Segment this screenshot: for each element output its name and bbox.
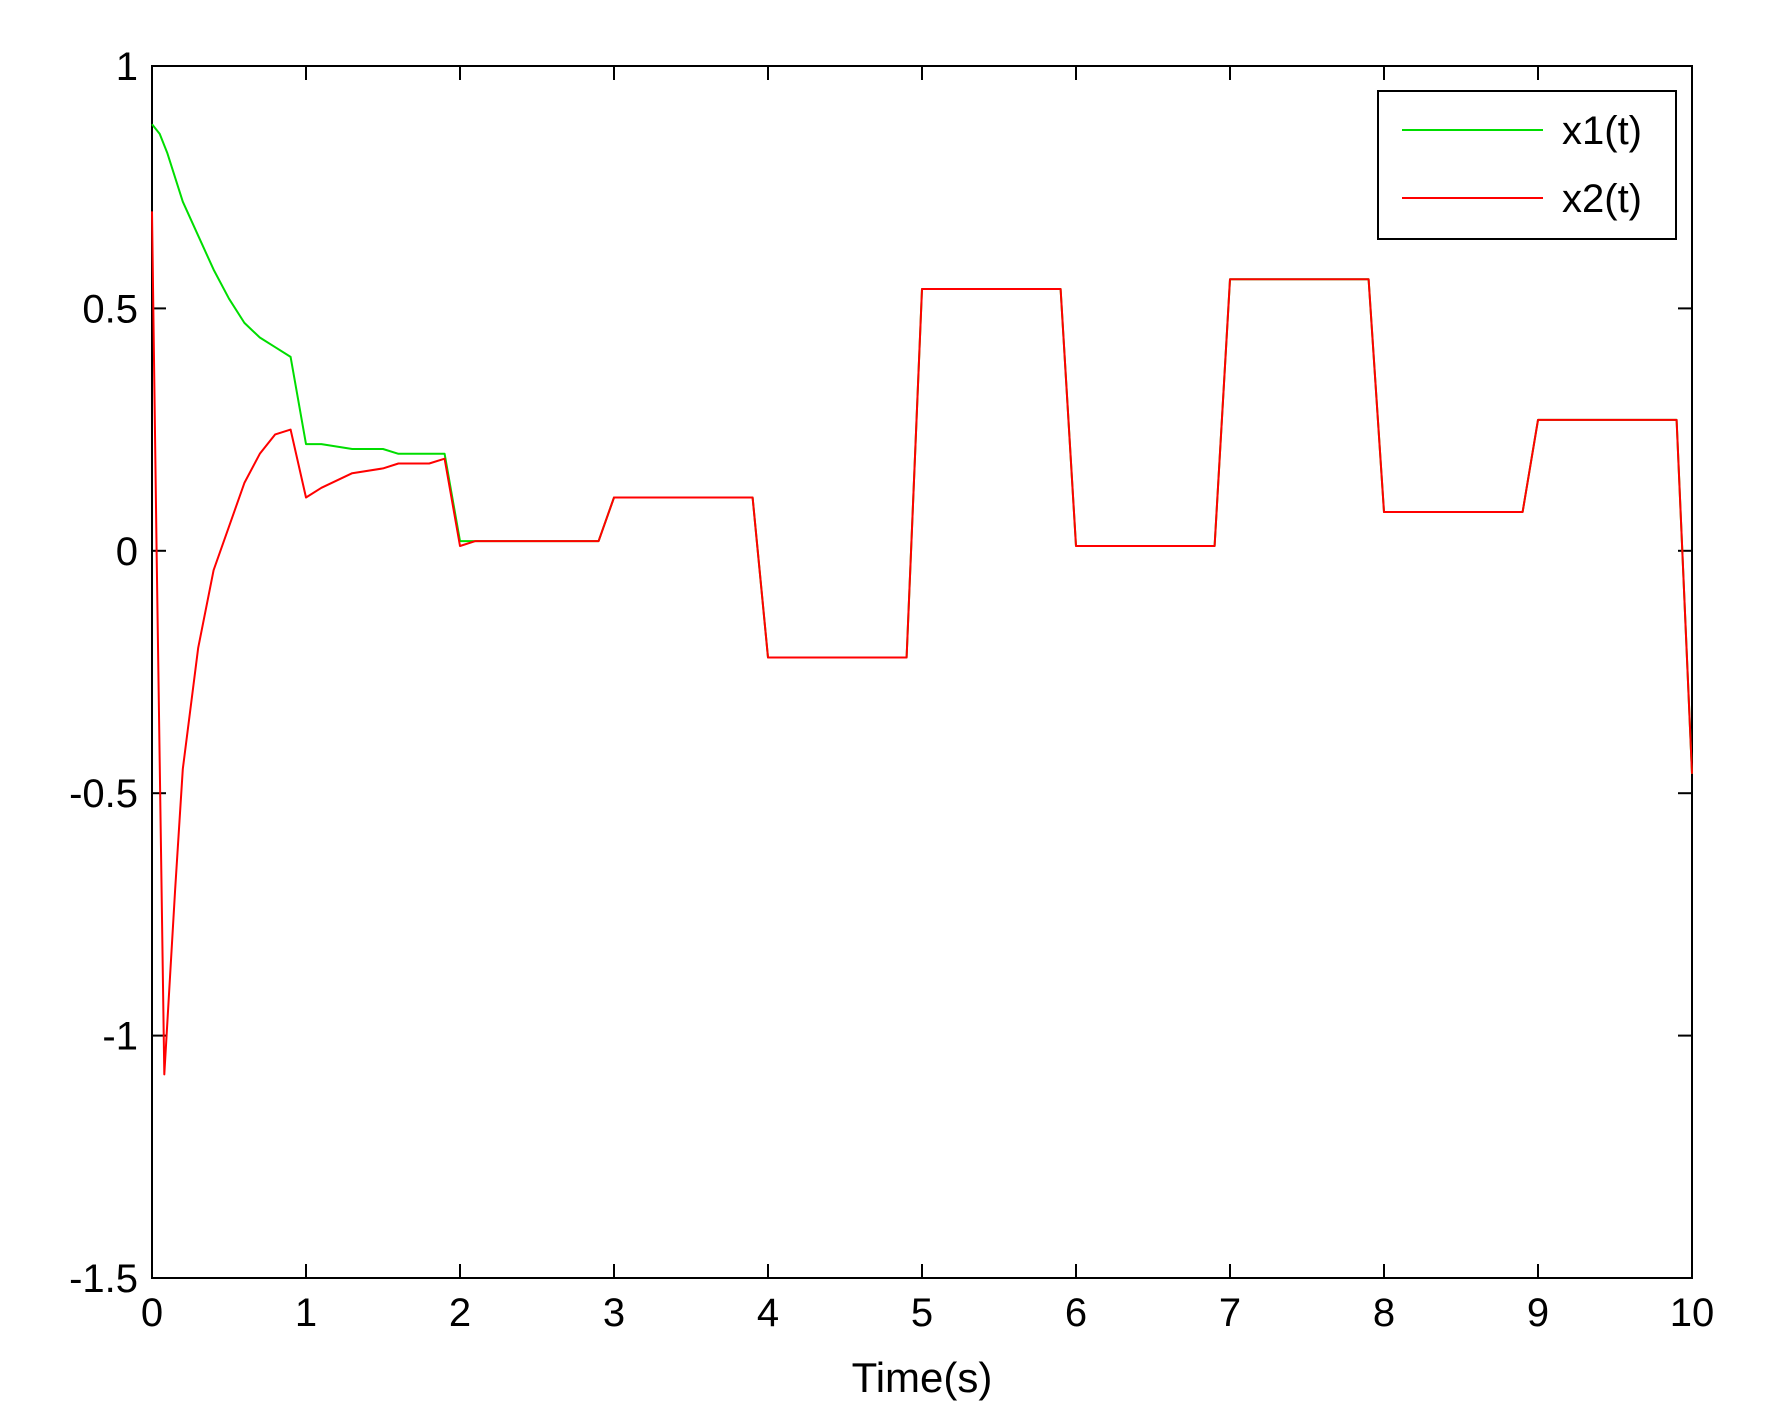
x-tick-label: 2 [449,1291,471,1335]
x-tick-label: 6 [1065,1291,1087,1335]
x-tick-label: 8 [1373,1291,1395,1335]
x-tick-labels: 0 1 2 3 4 5 6 7 8 9 10 [141,1291,1714,1335]
y-tick-label: 1 [116,45,138,89]
y-tick-labels: -1.5 -1 -0.5 0 0.5 1 [69,45,138,1301]
x-tick-label: 1 [295,1291,317,1335]
y-tick-label: -0.5 [69,772,138,816]
x-tick-label: 7 [1219,1291,1241,1335]
series-line-x2(t) [151,211,1693,1076]
plot-area [151,65,1693,1279]
x-tick-label: 4 [757,1291,779,1335]
x-axis-title: Time(s) [852,1354,993,1401]
x-tick-label: 3 [603,1291,625,1335]
legend: x1(t) x2(t) [1377,90,1677,240]
legend-label-x2: x2(t) [1562,177,1642,221]
legend-box [1377,90,1677,240]
x-tick-label: 0 [141,1291,163,1335]
x-tick-label: 10 [1670,1291,1715,1335]
legend-label-x1: x1(t) [1562,109,1642,153]
series-lines [151,123,1693,1076]
y-tick-label: 0 [116,530,138,574]
axis-ticks [151,65,1693,1279]
y-tick-label: 0.5 [82,287,138,331]
x-tick-label: 5 [911,1291,933,1335]
y-tick-label: -1.5 [69,1257,138,1301]
x-tick-label: 9 [1527,1291,1549,1335]
y-tick-label: -1 [102,1015,138,1059]
